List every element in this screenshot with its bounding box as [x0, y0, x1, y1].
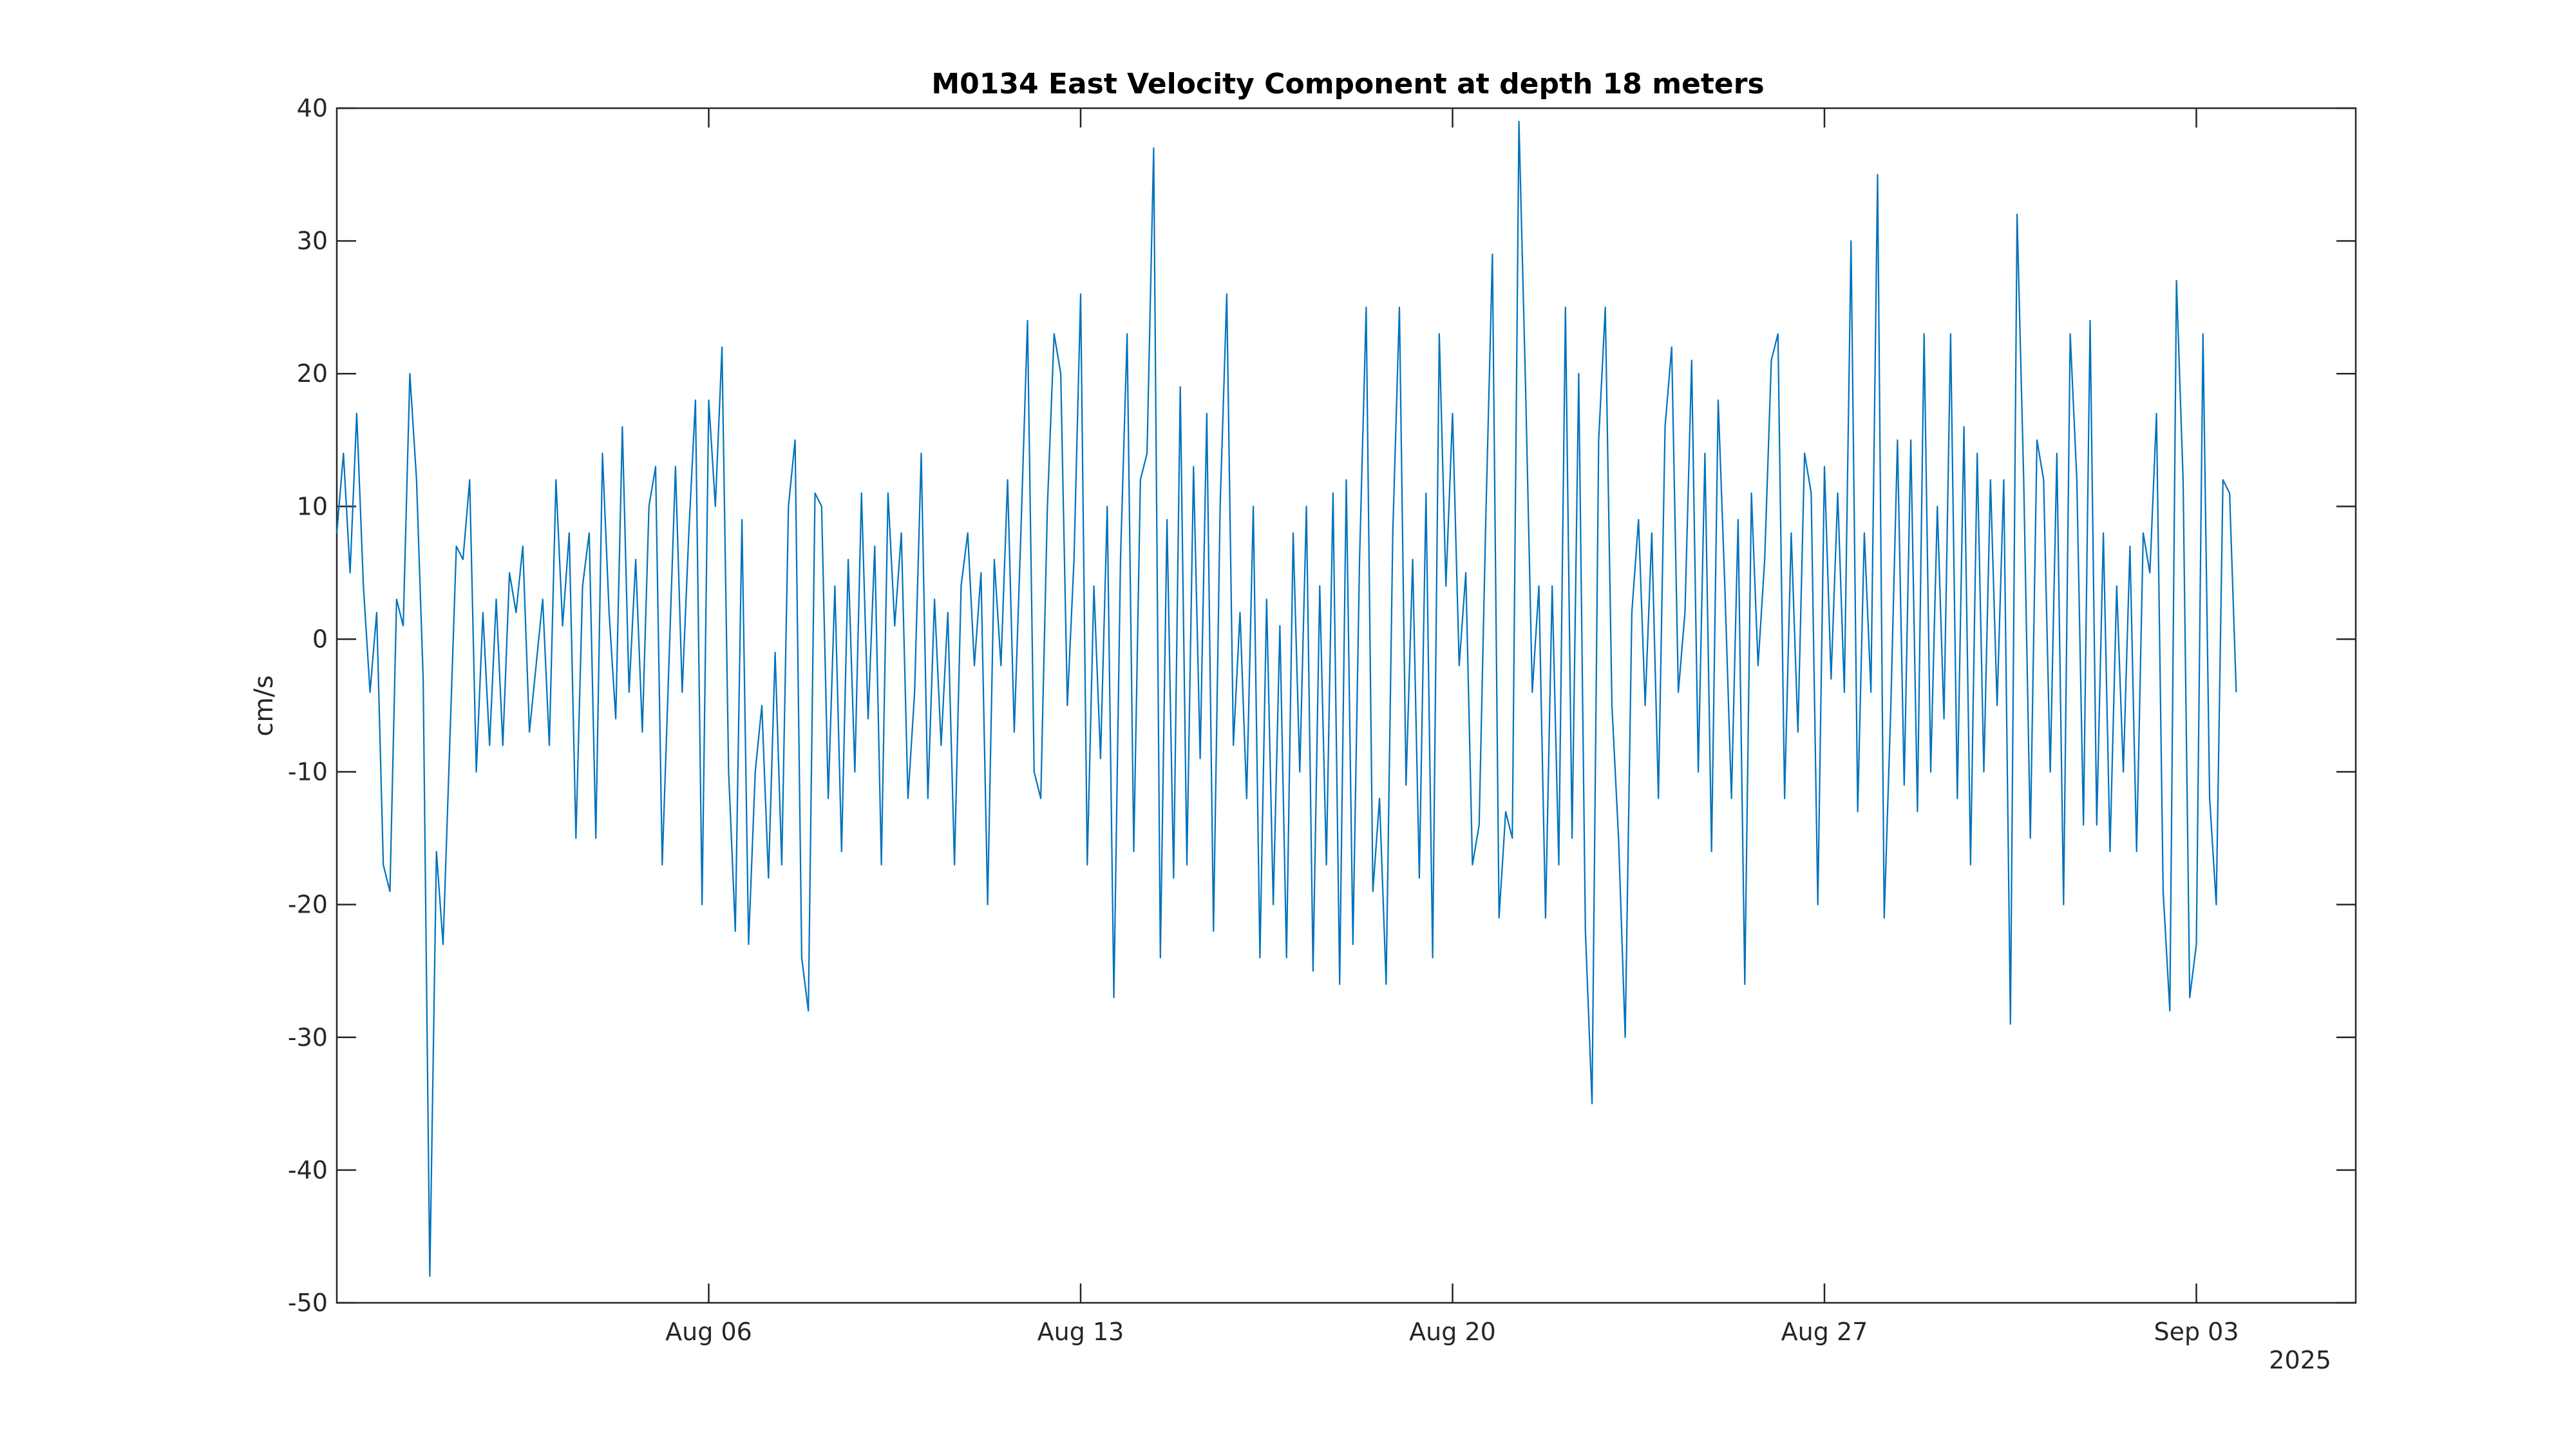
x-tick-label: Aug 27	[1781, 1318, 1868, 1346]
y-tick-label: -10	[288, 758, 328, 786]
y-axis-label: cm/s	[249, 675, 279, 736]
velocity-series	[336, 120, 2237, 1277]
y-tick-label: -50	[288, 1289, 328, 1317]
x-axis-year-label: 2025	[2269, 1346, 2331, 1374]
y-tick-label: 40	[297, 94, 328, 122]
y-tick-label: 10	[297, 492, 328, 520]
chart-title: M0134 East Velocity Component at depth 1…	[931, 68, 1764, 100]
y-axis: 40 30 20 10 0 -10 -20 -30 -40 -50	[288, 94, 2356, 1317]
x-tick-label: Aug 06	[665, 1318, 752, 1346]
y-tick-label: -20	[288, 891, 328, 919]
y-tick-label: -40	[288, 1156, 328, 1184]
y-tick-label: -30	[288, 1023, 328, 1052]
y-tick-label: 0	[312, 625, 328, 653]
x-axis: Aug 06 Aug 13 Aug 20 Aug 27 Sep 03	[665, 108, 2239, 1346]
plot-area	[336, 107, 2357, 1304]
y-tick-label: 20	[297, 359, 328, 388]
x-tick-label: Aug 13	[1037, 1318, 1124, 1346]
y-tick-label: 30	[297, 227, 328, 255]
series-line	[336, 120, 2237, 1277]
x-tick-label: Aug 20	[1409, 1318, 1496, 1346]
x-tick-label: Sep 03	[2154, 1318, 2239, 1346]
